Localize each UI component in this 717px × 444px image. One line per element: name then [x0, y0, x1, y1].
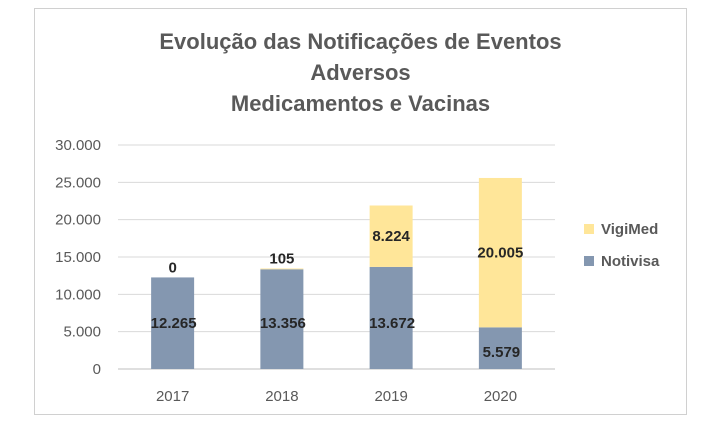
y-axis: 0 5.000 10.000 15.000 20.000 25.000 30.000 — [55, 137, 101, 378]
data-label-notivisa-2017: 12.265 — [151, 315, 197, 332]
data-label-notivisa-2020: 5.579 — [483, 344, 521, 361]
bar-notivisa-2019 — [369, 266, 413, 369]
bar-vigimed-2018 — [260, 268, 304, 270]
legend-swatch-notivisa — [584, 256, 594, 266]
data-labels: 12.265 0 13.356 105 13.672 8.224 5.579 20.005 — [151, 228, 524, 361]
chart-title-line-2: Adversos — [310, 60, 411, 85]
data-label-notivisa-2019: 13.672 — [369, 315, 415, 332]
legend: VigiMed Notivisa — [584, 221, 660, 270]
data-label-vigimed-2017: 0 — [168, 259, 176, 276]
x-tick-label: 2019 — [374, 388, 407, 405]
y-tick-label: 10.000 — [55, 286, 101, 303]
legend-label-vigimed: VigiMed — [601, 221, 658, 238]
data-label-vigimed-2019: 8.224 — [372, 228, 410, 245]
data-label-vigimed-2018: 105 — [269, 250, 294, 267]
x-tick-label: 2017 — [156, 388, 189, 405]
bar-notivisa-2018 — [260, 269, 304, 369]
chart-frame — [34, 8, 687, 415]
bars — [151, 177, 522, 369]
y-tick-label: 20.000 — [55, 212, 101, 229]
chart-title-line-1: Evolução das Notificações de Eventos — [159, 29, 562, 54]
bar-notivisa-2017 — [151, 277, 195, 369]
data-label-notivisa-2018: 13.356 — [260, 315, 306, 332]
y-tick-label: 15.000 — [55, 249, 101, 266]
chart-title: Evolução das Notificações de Eventos Adv… — [34, 26, 687, 119]
legend-swatch-vigimed — [584, 224, 594, 234]
bar-vigimed-2019 — [369, 205, 413, 267]
y-tick-label: 25.000 — [55, 174, 101, 191]
bar-notivisa-2020 — [478, 327, 522, 369]
x-axis: 2017 2018 2019 2020 — [156, 388, 517, 405]
bar-vigimed-2020 — [478, 177, 522, 328]
chart-title-line-3: Medicamentos e Vacinas — [230, 91, 491, 116]
data-label-vigimed-2020: 20.005 — [477, 245, 523, 262]
y-tick-label: 0 — [93, 361, 101, 378]
y-tick-label: 5.000 — [63, 324, 101, 341]
x-tick-label: 2018 — [265, 388, 298, 405]
x-tick-label: 2020 — [484, 388, 517, 405]
y-tick-label: 30.000 — [55, 137, 101, 154]
legend-label-notivisa: Notivisa — [601, 253, 660, 270]
